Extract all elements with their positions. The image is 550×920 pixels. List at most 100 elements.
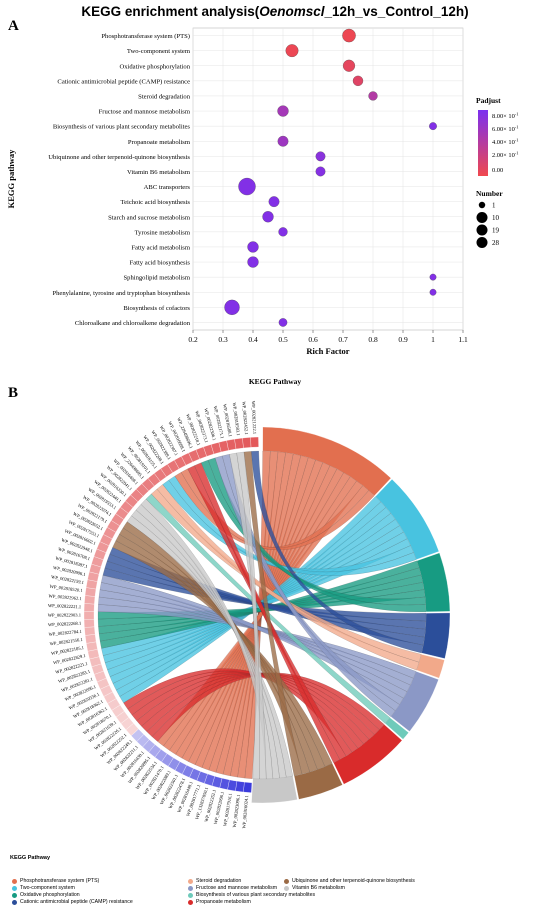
- chord-legend-item: Oxidative phosphorylation: [12, 892, 80, 898]
- gene-label: WP_002817916.1: [222, 792, 233, 826]
- gene-label: WP_002821556.1: [49, 637, 83, 647]
- legend-swatch: [188, 878, 193, 884]
- y-tick-label: Propanoate metabolism: [128, 139, 191, 146]
- gene-label: WP_002822268.1: [48, 621, 82, 628]
- legend-swatch: [12, 899, 17, 905]
- x-tick-label: 0.6: [308, 335, 318, 344]
- y-tick-label: Phosphotransferase system (PTS): [101, 33, 190, 40]
- y-tick-label: Starch and sucrose metabolism: [108, 214, 191, 221]
- y-tick-label: Ubiquinone and other terpenoid-quinone b…: [48, 154, 190, 161]
- y-tick-label: Tyrosine metabolism: [135, 229, 191, 236]
- bubble-point: [315, 151, 326, 162]
- padjust-tick-label: 2.00× 10-1: [492, 151, 519, 160]
- legend-label: Biosynthesis of various plant secondary …: [196, 892, 316, 898]
- size-legend-label: 1: [492, 202, 496, 210]
- legend-swatch: [12, 885, 17, 891]
- x-tick-label: 0.4: [248, 335, 258, 344]
- size-legend-label: 19: [492, 227, 500, 235]
- gene-cell: [250, 436, 259, 448]
- bubble-point: [247, 256, 259, 268]
- chord-link: [243, 451, 303, 776]
- legend-swatch: [12, 892, 17, 898]
- bubble-point: [277, 135, 289, 147]
- chord-title: KEGG Pathway: [249, 377, 302, 386]
- y-tick-label: ABC transporters: [144, 184, 191, 191]
- gene-label: WP_002822221.1: [48, 603, 82, 609]
- legend-swatch: [284, 878, 289, 884]
- gene-cell: [234, 437, 244, 450]
- padjust-tick-label: 4.00× 10-1: [492, 138, 519, 147]
- bubble-point: [278, 318, 288, 327]
- y-tick-label: Teichoic acid biosynthesis: [121, 199, 191, 206]
- legend-label: Phosphotransferase system (PTS): [20, 878, 100, 884]
- bubble-point: [342, 59, 356, 72]
- legend-swatch: [284, 885, 289, 891]
- x-axis-label: Rich Factor: [306, 346, 349, 356]
- legend-swatch: [188, 899, 193, 905]
- chord-link: [251, 450, 424, 654]
- panel-b-letter: B: [8, 385, 19, 401]
- gene-label: WP_002822452.1: [241, 401, 249, 435]
- padjust-legend-title: Padjust: [476, 96, 501, 105]
- y-tick-label: Fructose and mannose metabolism: [99, 109, 191, 116]
- legend-label: Two-component system: [20, 885, 75, 891]
- y-tick-label: Oxidative phosphorylation: [119, 63, 190, 70]
- gene-label: WP_002818520.1: [49, 584, 83, 593]
- chord-link: [145, 493, 391, 724]
- bubble-point: [352, 75, 364, 87]
- bubble-point: [429, 273, 437, 281]
- y-tick-label: Biosynthesis of various plant secondary …: [53, 124, 191, 131]
- gene-label: WP_002822962.1: [48, 593, 82, 601]
- legend-swatch: [188, 892, 193, 898]
- y-tick-label: Fatty acid metabolism: [131, 244, 190, 251]
- size-legend-dot: [476, 237, 488, 248]
- y-tick-label: Steroid degradation: [138, 93, 191, 100]
- bubble-point: [238, 177, 256, 196]
- bubble-point: [429, 288, 437, 296]
- padjust-tick-label: 0.00: [492, 167, 503, 174]
- gene-label: WP_002822105.1: [51, 645, 85, 656]
- gene-label: WP_002822903.1: [48, 613, 82, 618]
- gene-label: WP_002823096.1: [232, 793, 241, 827]
- chord-legend-item: Vitamin B6 metabolism: [284, 885, 345, 891]
- gene-label: WP_002816024.1: [241, 794, 249, 828]
- y-tick-label: Vitamin B6 metabolism: [127, 169, 191, 176]
- gene-cell: [83, 619, 95, 628]
- gene-label: WP_002821222.1: [251, 401, 257, 435]
- padjust-colorbar: [478, 110, 488, 176]
- y-tick-label: Chloroalkane and chloroalkene degradatio…: [75, 320, 191, 327]
- size-legend-dot: [476, 212, 488, 223]
- panel-a-letter: A: [8, 18, 19, 34]
- padjust-tick-label: 6.00× 10-1: [492, 125, 519, 134]
- chord-legend: KEGG Pathway Phosphotransferase system (…: [6, 855, 546, 915]
- x-tick-label: 0.9: [398, 335, 408, 344]
- legend-swatch: [188, 885, 193, 891]
- chord-diagram: KEGG Pathway WP_002816024.1WP_002823096.1…: [48, 377, 451, 829]
- gene-label: WP_002822159.1: [51, 574, 85, 585]
- size-legend-label: 10: [492, 214, 500, 222]
- chord-legend-item: Cationic antimicrobial peptide (CAMP) re…: [12, 899, 133, 905]
- legend-label: Cationic antimicrobial peptide (CAMP) re…: [20, 899, 133, 905]
- x-tick-label: 0.5: [278, 335, 288, 344]
- chord-legend-item: Biosynthesis of various plant secondary …: [188, 892, 315, 898]
- legend-label: Propanoate metabolism: [196, 899, 251, 905]
- size-legend-dot: [478, 201, 486, 209]
- x-tick-label: 1.1: [458, 335, 468, 344]
- bubble-point: [262, 211, 274, 223]
- y-tick-label: Cationic antimicrobial peptide (CAMP) re…: [57, 78, 190, 85]
- bubble-point: [277, 105, 289, 117]
- bubble-point: [429, 122, 437, 131]
- plot-area: [192, 27, 464, 331]
- legend-swatch: [12, 878, 17, 884]
- gene-cell: [242, 437, 252, 449]
- legend-label: Oxidative phosphorylation: [20, 892, 80, 898]
- bubble-point: [224, 299, 240, 315]
- chord-legend-item: Ubiquinone and other terpenoid-quinone b…: [284, 878, 415, 884]
- legend-label: Steroid degradation: [196, 878, 242, 884]
- gene-cell: [84, 595, 96, 605]
- bubble-point: [247, 241, 259, 253]
- bubble-point: [268, 196, 280, 208]
- chord-legend-item: Steroid degradation: [188, 878, 241, 884]
- legend-label: Ubiquinone and other terpenoid-quinone b…: [292, 878, 415, 884]
- chord-legend-item: Phosphotransferase system (PTS): [12, 878, 99, 884]
